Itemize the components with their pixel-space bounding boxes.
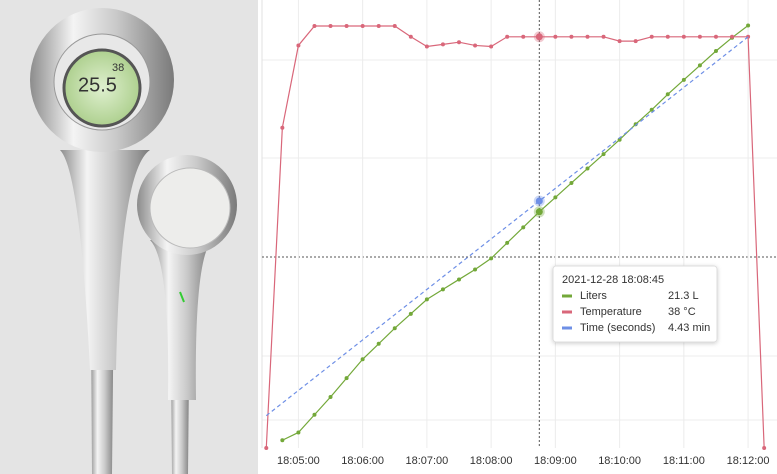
point [457, 40, 462, 45]
point [665, 34, 670, 39]
point [521, 34, 526, 39]
point [633, 39, 638, 44]
point [312, 23, 317, 28]
point [681, 77, 686, 82]
point [553, 195, 558, 200]
point [585, 34, 590, 39]
point [585, 166, 590, 171]
legend-label: Liters [580, 290, 607, 302]
legend-swatch [562, 326, 572, 330]
point [697, 63, 702, 68]
point [473, 267, 478, 272]
point [505, 34, 510, 39]
point [376, 23, 381, 28]
point [713, 34, 718, 39]
point [697, 34, 702, 39]
point [569, 34, 574, 39]
point [440, 42, 445, 47]
point [392, 326, 397, 331]
point [424, 297, 429, 302]
point [457, 277, 462, 282]
legend-swatch [562, 310, 572, 314]
point [665, 92, 670, 97]
point [746, 23, 751, 28]
series-line [282, 25, 749, 441]
point [280, 125, 285, 130]
point [601, 152, 606, 157]
point [601, 34, 606, 39]
series-line [265, 25, 765, 449]
point [440, 287, 445, 292]
point [360, 23, 365, 28]
point [392, 23, 397, 28]
tooltip-title: 2021-12-28 18:08:45 [562, 274, 664, 286]
point [296, 430, 301, 435]
x-tick-label: 18:10:00 [598, 455, 641, 467]
point [328, 23, 333, 28]
point [569, 180, 574, 185]
point [473, 43, 478, 48]
tooltip: 2021-12-28 18:08:45 Liters 21.3 L Temperatu… [552, 265, 718, 343]
point [489, 256, 494, 261]
product-photo: 38 25.5 [0, 0, 258, 474]
display-temperature: 38 [112, 62, 124, 74]
point [649, 107, 654, 112]
x-tick-label: 18:09:00 [534, 455, 577, 467]
point [360, 357, 365, 362]
highlight-point [533, 195, 545, 207]
legend-swatch [562, 294, 572, 298]
horizontal-grid [262, 59, 777, 421]
point [408, 311, 413, 316]
point [312, 412, 317, 417]
point [296, 43, 301, 48]
point [344, 23, 349, 28]
point [505, 240, 510, 245]
point [649, 34, 654, 39]
x-tick-label: 18:08:00 [470, 455, 513, 467]
point [521, 225, 526, 230]
point [730, 34, 735, 39]
point [617, 39, 622, 44]
point [408, 34, 413, 39]
point [489, 44, 494, 49]
point [280, 438, 285, 443]
x-tick-label: 18:05:00 [277, 455, 320, 467]
point [681, 34, 686, 39]
chart-panel [258, 0, 777, 474]
tooltip-value: 4.43 min [668, 322, 710, 334]
x-tick-label: 18:11:00 [663, 455, 705, 467]
legend-label: Temperature [580, 306, 642, 318]
x-tick-label: 18:07:00 [405, 455, 448, 467]
point [424, 44, 429, 49]
display-reading: 25.5 [78, 74, 117, 96]
x-tick-label: 18:12:00 [727, 455, 770, 467]
point [344, 376, 349, 381]
highlight-point [533, 31, 545, 43]
tooltip-value: 21.3 L [668, 290, 699, 302]
legend-label: Time (seconds) [580, 322, 655, 334]
tooltip-value: 38 °C [668, 306, 696, 318]
point [376, 341, 381, 346]
point [328, 394, 333, 399]
tooltip-box [552, 265, 718, 343]
point [553, 34, 558, 39]
point [713, 49, 718, 54]
x-tick-label: 18:06:00 [341, 455, 384, 467]
point [264, 446, 269, 450]
point [762, 446, 767, 450]
highlight-point [533, 206, 545, 218]
